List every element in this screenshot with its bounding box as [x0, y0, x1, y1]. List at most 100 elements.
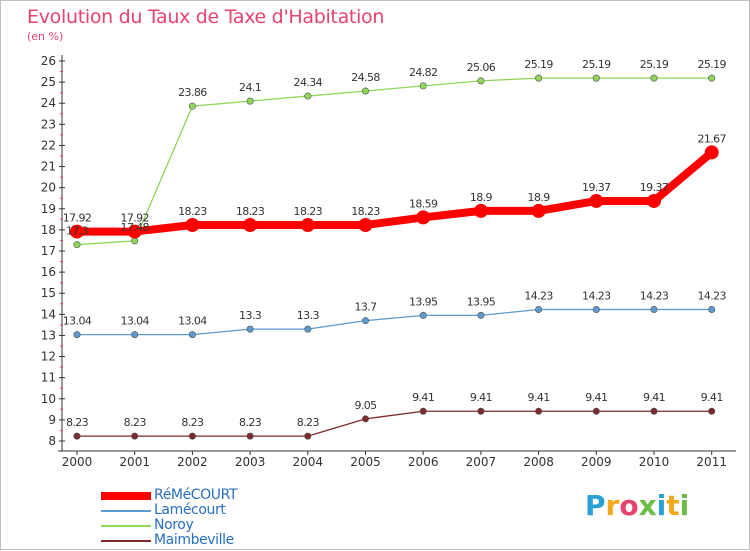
data-point — [300, 218, 315, 233]
data-point — [246, 97, 254, 105]
data-point — [650, 407, 658, 415]
data-point — [647, 193, 661, 208]
data-point — [185, 218, 200, 233]
logo-letter: x — [638, 489, 657, 522]
legend-swatch — [101, 525, 151, 527]
data-point — [70, 224, 84, 239]
data-label: 25.06 — [467, 61, 496, 74]
x-tick-label: 2011 — [696, 455, 727, 469]
data-point — [650, 74, 658, 82]
data-point — [188, 432, 196, 440]
y-tick-label: 9 — [48, 413, 56, 427]
y-tick-label: 10 — [41, 392, 56, 406]
data-label: 8.23 — [239, 416, 262, 429]
data-label: 18.23 — [178, 205, 207, 218]
data-point — [131, 432, 139, 440]
data-point — [419, 407, 427, 415]
y-tick-label: 23 — [41, 117, 56, 131]
data-label: 18.9 — [528, 191, 551, 204]
data-point — [304, 432, 312, 440]
data-point — [650, 305, 658, 313]
data-point — [477, 311, 485, 319]
data-label: 13.95 — [409, 295, 438, 308]
data-label: 14.23 — [524, 289, 553, 302]
data-point — [131, 237, 139, 245]
x-tick-label: 2010 — [639, 455, 670, 469]
data-point — [246, 432, 254, 440]
data-label: 13.3 — [297, 309, 320, 322]
y-tick-label: 24 — [41, 96, 56, 110]
data-point — [535, 407, 543, 415]
data-label: 9.41 — [643, 391, 665, 404]
data-point — [73, 331, 81, 339]
data-point — [477, 407, 485, 415]
data-point — [246, 325, 254, 333]
y-tick-label: 14 — [41, 307, 56, 321]
data-label: 17.3 — [66, 225, 89, 238]
legend-label: Noroy — [154, 517, 194, 533]
data-point — [592, 74, 600, 82]
data-label: 13.04 — [120, 315, 149, 328]
data-point — [73, 432, 81, 440]
data-label: 9.41 — [412, 391, 434, 404]
x-tick-label: 2008 — [523, 455, 554, 469]
data-point — [704, 145, 719, 160]
series-line — [76, 77, 713, 246]
data-label: 14.23 — [697, 289, 726, 302]
data-point — [473, 203, 488, 218]
y-tick-label: 17 — [41, 244, 56, 258]
x-tick-label: 2006 — [408, 455, 439, 469]
data-point — [531, 203, 546, 218]
x-tick-label: 2005 — [350, 455, 381, 469]
data-label: 14.23 — [582, 289, 611, 302]
data-point — [358, 218, 373, 233]
y-tick-label: 20 — [41, 181, 56, 195]
chart-title: Evolution du Taux de Taxe d'Habitation — [27, 6, 385, 28]
series-line — [76, 410, 713, 437]
data-label: 13.7 — [354, 301, 377, 314]
x-tick-label: 2002 — [177, 455, 208, 469]
data-label: 9.41 — [701, 391, 723, 404]
y-tick-label: 26 — [41, 54, 56, 68]
data-point — [127, 224, 142, 239]
data-point — [361, 317, 369, 325]
y-tick-label: 12 — [41, 350, 56, 364]
data-label: 13.04 — [178, 315, 207, 328]
y-tick-label: 13 — [41, 328, 56, 342]
data-label: 8.23 — [297, 416, 320, 429]
data-label: 18.23 — [236, 205, 265, 218]
data-label: 24.82 — [409, 66, 438, 79]
data-point — [361, 415, 369, 423]
data-label: 18.9 — [470, 191, 493, 204]
series-line — [73, 148, 716, 236]
data-label: 13.95 — [467, 295, 496, 308]
data-point — [419, 311, 427, 319]
data-point — [131, 331, 139, 339]
data-point — [535, 74, 543, 82]
legend-swatch — [101, 510, 151, 512]
data-label: 8.23 — [124, 416, 147, 429]
logo-letter: P — [585, 489, 606, 522]
y-tick-label: 25 — [41, 75, 56, 89]
data-label: 9.41 — [585, 391, 607, 404]
data-point — [188, 331, 196, 339]
data-point — [477, 77, 485, 85]
x-tick-label: 2004 — [293, 455, 324, 469]
data-label: 19.37 — [582, 181, 611, 194]
data-label: 17.92 — [120, 212, 149, 225]
data-label: 9.41 — [528, 391, 550, 404]
y-tick-label: 8 — [48, 434, 56, 448]
data-label: 24.58 — [351, 71, 380, 84]
data-label: 24.34 — [294, 76, 323, 89]
y-tick-label: 18 — [41, 223, 56, 237]
data-point — [592, 407, 600, 415]
data-label: 9.05 — [354, 399, 377, 412]
data-label: 17.92 — [63, 212, 92, 225]
data-label: 25.19 — [582, 58, 611, 71]
y-tick-label: 16 — [41, 265, 56, 279]
data-label: 25.19 — [524, 58, 553, 71]
y-tick-label: 19 — [41, 202, 56, 216]
logo-letter: i — [656, 489, 667, 522]
